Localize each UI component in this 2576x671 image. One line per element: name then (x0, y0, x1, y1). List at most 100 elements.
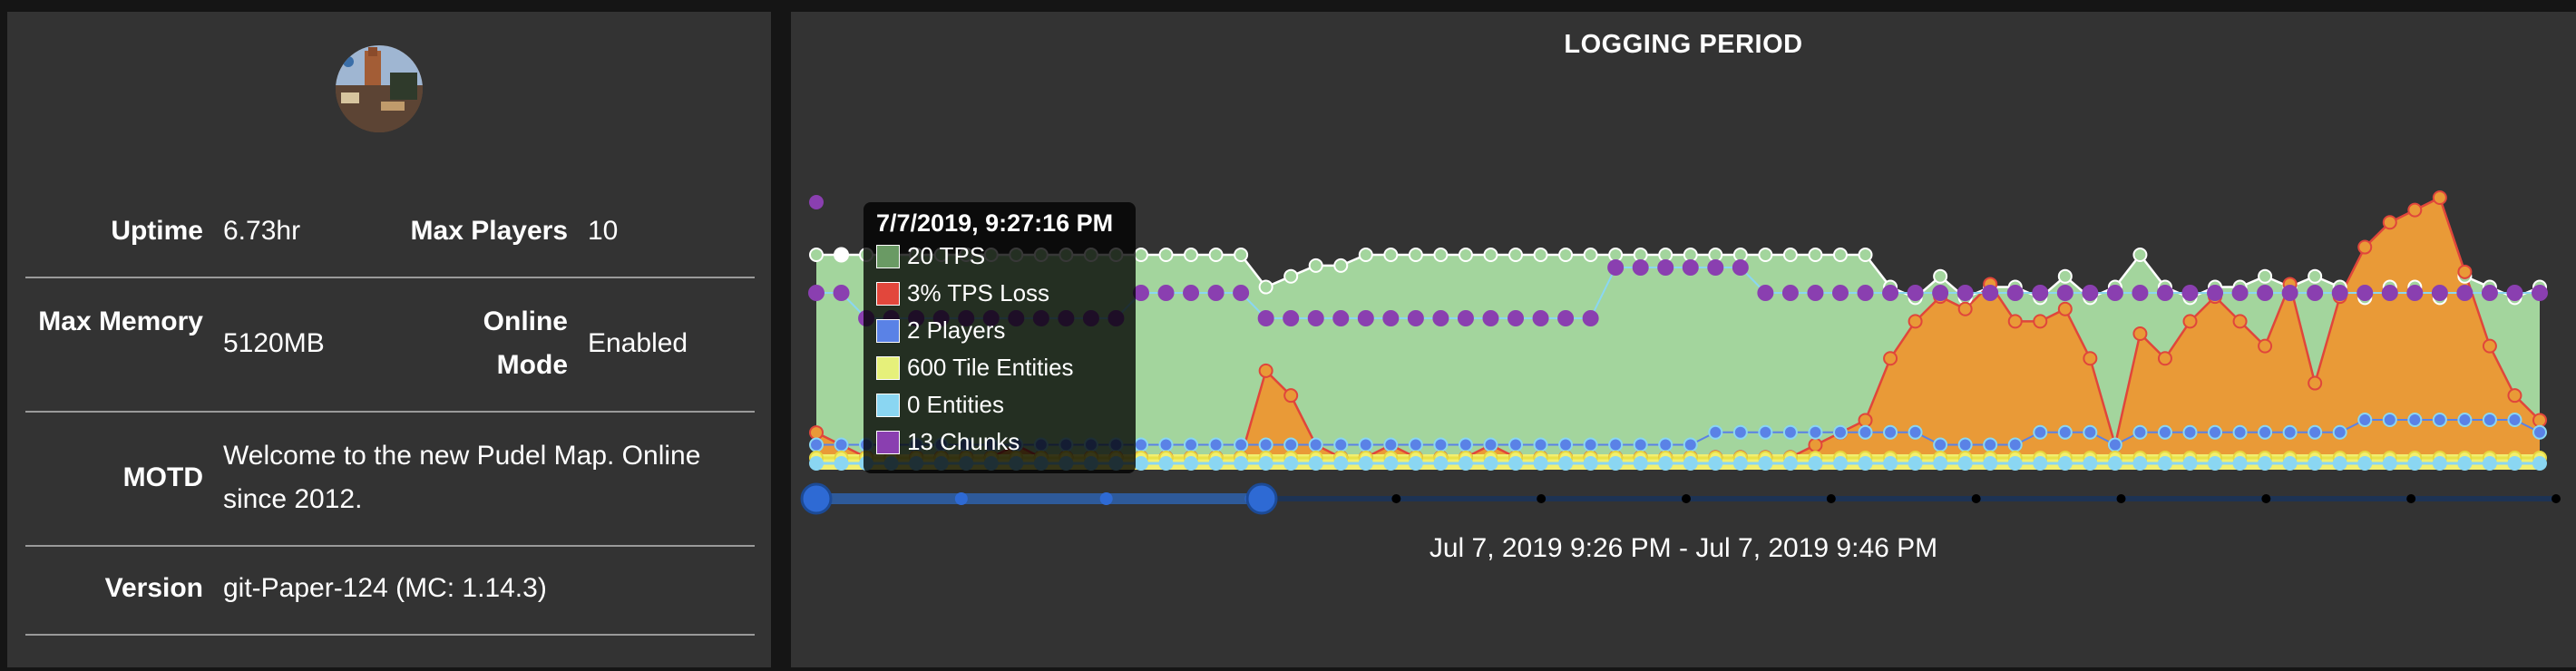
tps-loss-data-point (2083, 351, 2098, 366)
players-data-point (1383, 437, 1399, 452)
range-slider-tick (1682, 494, 1691, 503)
tps-data-point (1558, 248, 1574, 262)
chunks-data-point (1682, 259, 1699, 276)
players-data-point (1782, 424, 1798, 440)
tps-loss-series-area (816, 198, 2540, 470)
players-data-point (1583, 437, 1598, 452)
chunks-data-point (1357, 310, 1374, 326)
chunks-data-point (1457, 310, 1474, 326)
max-players-value: 10 (588, 216, 619, 246)
players-data-point (2132, 424, 2148, 440)
tps-data-point (1633, 248, 1648, 262)
chunks-data-point (1707, 259, 1724, 276)
tooltip-item-text: 0 Entities (907, 391, 1004, 418)
players-data-point (1158, 437, 1174, 452)
tps-loss-data-point (2308, 375, 2323, 391)
players-data-point (1658, 437, 1673, 452)
chunks-data-point (1132, 285, 1149, 301)
server-avatar (336, 45, 423, 132)
tps-data-point (1234, 248, 1249, 262)
entities-data-point (2157, 456, 2172, 471)
chunks-data-point (1283, 310, 1300, 326)
info-row-memory: Max Memory 5120MB Online Mode Enabled (25, 278, 755, 413)
tps-data-point (2057, 268, 2073, 284)
players-data-point (1208, 437, 1224, 452)
tps-loss-data-point (809, 425, 824, 441)
chunks-data-point (2006, 285, 2024, 301)
players-data-point (2532, 424, 2547, 440)
tps-data-point (1533, 248, 1548, 262)
entities-data-point (1933, 456, 1948, 471)
tps-loss-swatch-icon (876, 282, 900, 306)
tps-data-point (1708, 248, 1723, 262)
entities-data-point (2308, 456, 2323, 471)
tps-loss-data-point (2407, 202, 2423, 218)
chunks-data-point (1982, 285, 1999, 301)
entities-data-point (1483, 456, 1498, 471)
chunks-data-point (1257, 310, 1274, 326)
tps-data-point (809, 248, 824, 262)
uptime-value: 6.73hr (223, 216, 301, 246)
chunks-data-point (2132, 285, 2149, 301)
chunks-data-point (2181, 285, 2199, 301)
entities-data-point (1633, 456, 1648, 471)
entities-data-point (1808, 456, 1823, 471)
players-data-point (1508, 437, 1524, 452)
entities-data-point (1184, 456, 1199, 471)
entities-data-point (1908, 456, 1923, 471)
tps-data-point (1283, 268, 1299, 284)
players-swatch-icon (876, 319, 900, 343)
entities-data-point (2258, 456, 2273, 471)
chunks-data-point (2231, 285, 2249, 301)
chunks-data-point (1482, 310, 1499, 326)
entities-data-point (1333, 456, 1349, 471)
entities-data-point (1758, 456, 1773, 471)
players-data-point (1333, 437, 1349, 452)
entities-data-point (1358, 456, 1373, 471)
entities-data-point (2083, 456, 2098, 471)
players-data-point (2507, 413, 2522, 427)
players-data-point (2007, 437, 2023, 452)
entities-data-point (2457, 456, 2473, 471)
tooltip-item-text: 600 Tile Entities (907, 354, 1074, 381)
chunks-data-point (2082, 285, 2099, 301)
entities-data-point (1883, 456, 1898, 471)
chunks-data-point (1932, 285, 1949, 301)
tps-loss-data-point (2033, 314, 2048, 329)
players-data-point (2208, 424, 2223, 440)
players-data-point (2232, 424, 2248, 440)
chunks-data-point (2207, 285, 2224, 301)
chunks-swatch-icon (876, 431, 900, 454)
chunks-data-point (2456, 285, 2474, 301)
range-slider-handle-start[interactable] (800, 482, 833, 515)
entities-data-point (1234, 456, 1249, 471)
players-data-point (1858, 424, 1873, 440)
range-slider-handle-end[interactable] (1245, 482, 1278, 515)
chart-title: LOGGING PERIOD (1564, 30, 1803, 59)
tps-series-area (816, 255, 2540, 470)
entities-data-point (2282, 456, 2298, 471)
entities-data-point (2208, 456, 2223, 471)
chunks-data-point (2356, 285, 2374, 301)
players-data-point (2482, 413, 2497, 427)
chunks-data-point (2307, 285, 2324, 301)
tps-loss-data-point (2507, 388, 2522, 404)
chunks-data-point (1956, 285, 1974, 301)
info-row-uptime: Uptime 6.73hr Max Players 10 (25, 190, 755, 278)
chunks-data-point (1233, 285, 1250, 301)
entities-data-point (1683, 456, 1698, 471)
chunks-data-point (1732, 259, 1749, 276)
server-info-panel: Uptime 6.73hr Max Players 10 Max Memory … (7, 12, 771, 667)
tps-data-point (1333, 258, 1349, 273)
players-data-point (1433, 437, 1449, 452)
version-value: git-Paper-124 (MC: 1.14.3) (223, 573, 547, 603)
players-data-point (1283, 437, 1299, 452)
chunks-data-point (1757, 285, 1774, 301)
players-data-point (2457, 413, 2473, 427)
players-data-point (1883, 424, 1898, 440)
players-data-point (1133, 437, 1148, 452)
tps-data-point (1433, 248, 1449, 262)
players-data-point (2382, 413, 2397, 427)
entities-data-point (1383, 456, 1399, 471)
entities-data-point (1533, 456, 1548, 471)
